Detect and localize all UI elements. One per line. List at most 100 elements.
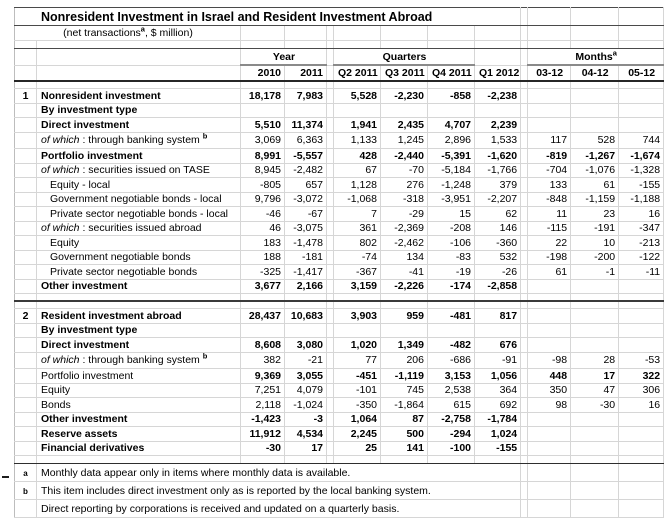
cell[interactable] [618,481,665,500]
value-cell[interactable] [570,412,620,427]
cell[interactable] [520,463,529,482]
value-cell[interactable]: 62 [474,206,522,222]
cell[interactable] [240,301,285,309]
value-cell[interactable]: 11,374 [284,117,327,133]
value-cell[interactable]: 7 [333,206,381,222]
value-cell[interactable]: 2,239 [474,117,522,133]
value-cell[interactable]: -101 [333,383,381,398]
spacer-cell[interactable] [326,148,334,164]
spacer-cell[interactable] [326,192,334,207]
value-cell[interactable]: 8,991 [240,148,285,164]
spacer-cell[interactable] [326,88,334,104]
value-cell[interactable]: 2,435 [380,117,428,133]
value-cell[interactable]: -1,417 [284,264,327,280]
value-cell[interactable] [618,323,665,338]
value-cell[interactable]: -325 [240,264,285,280]
cell[interactable] [618,81,665,89]
value-cell[interactable]: -2,440 [380,148,428,164]
value-cell[interactable] [570,426,620,442]
cell[interactable] [380,293,428,302]
cell[interactable] [570,455,620,464]
row-number-cell[interactable] [14,117,37,133]
cell[interactable] [333,455,381,464]
label-cell[interactable]: of which : securities issued on TASE [36,163,241,178]
value-cell[interactable]: 77 [333,352,381,369]
value-cell[interactable]: 2,538 [427,383,475,398]
value-cell[interactable]: 528 [570,132,620,149]
value-cell[interactable]: -41 [380,264,428,280]
label-cell[interactable]: Portfolio investment [36,148,241,164]
value-cell[interactable]: 802 [333,235,381,251]
value-cell[interactable]: 22 [527,235,572,251]
cell[interactable] [326,301,334,309]
value-cell[interactable]: 11,912 [240,426,285,442]
cell[interactable] [427,40,475,49]
label-cell[interactable]: Nonresident investment [36,88,241,104]
value-cell[interactable]: -360 [474,235,522,251]
row-number-cell[interactable] [14,221,37,236]
value-cell[interactable]: -29 [380,206,428,222]
cell[interactable] [618,499,665,518]
spacer-cell[interactable] [520,192,529,207]
label-cell[interactable]: Reserve assets [36,426,241,442]
cell[interactable] [570,301,620,309]
value-cell[interactable]: -155 [618,177,665,193]
cell[interactable] [527,40,572,49]
value-cell[interactable]: 1,533 [474,132,522,149]
cell[interactable] [618,463,665,482]
value-cell[interactable]: 382 [240,352,285,369]
value-cell[interactable]: 364 [474,383,522,398]
value-cell[interactable]: -30 [570,397,620,413]
value-cell[interactable]: 3,677 [240,279,285,294]
cell[interactable] [520,81,529,89]
value-cell[interactable]: -26 [474,264,522,280]
value-cell[interactable]: -3,072 [284,192,327,207]
cell[interactable] [618,455,665,464]
value-cell[interactable]: 350 [527,383,572,398]
cell[interactable] [380,40,428,49]
value-cell[interactable]: 183 [240,235,285,251]
spacer-cell[interactable] [326,441,334,456]
spacer-cell[interactable] [326,48,334,66]
value-cell[interactable]: -5,184 [427,163,475,178]
spacer-cell[interactable] [326,279,334,294]
value-cell[interactable]: -30 [240,441,285,456]
cell[interactable] [618,301,665,309]
row-number-cell[interactable] [14,192,37,207]
value-cell[interactable] [380,103,428,118]
value-cell[interactable]: -367 [333,264,381,280]
cell[interactable] [570,81,620,89]
value-cell[interactable]: -91 [474,352,522,369]
cell[interactable] [618,25,665,41]
value-cell[interactable] [570,117,620,133]
value-cell[interactable] [284,103,327,118]
value-cell[interactable]: -347 [618,221,665,236]
cell[interactable] [474,293,522,302]
value-cell[interactable]: 745 [380,383,428,398]
cell[interactable] [618,7,665,26]
value-cell[interactable]: -482 [427,337,475,353]
cell[interactable] [380,455,428,464]
cell[interactable] [14,455,37,464]
value-cell[interactable]: 744 [618,132,665,149]
subtitle[interactable]: (net transactionsa, $ million) [14,25,241,41]
value-cell[interactable]: 8,945 [240,163,285,178]
row-number-cell[interactable]: 2 [14,308,37,324]
value-cell[interactable]: 448 [527,368,572,384]
value-cell[interactable]: -3,075 [284,221,327,236]
value-cell[interactable] [527,103,572,118]
value-cell[interactable]: -21 [284,352,327,369]
value-cell[interactable]: -174 [427,279,475,294]
cell[interactable] [36,455,241,464]
cell[interactable] [333,81,381,89]
cell[interactable] [36,48,241,66]
value-cell[interactable]: -1,620 [474,148,522,164]
row-number-cell[interactable] [14,132,37,149]
cell[interactable] [333,301,381,309]
row-number-cell[interactable]: 1 [14,88,37,104]
value-cell[interactable]: 1,128 [333,177,381,193]
label-cell[interactable]: of which : through banking system b [36,132,241,149]
value-cell[interactable] [284,323,327,338]
spacer-cell[interactable] [520,279,529,294]
cell[interactable] [240,40,285,49]
